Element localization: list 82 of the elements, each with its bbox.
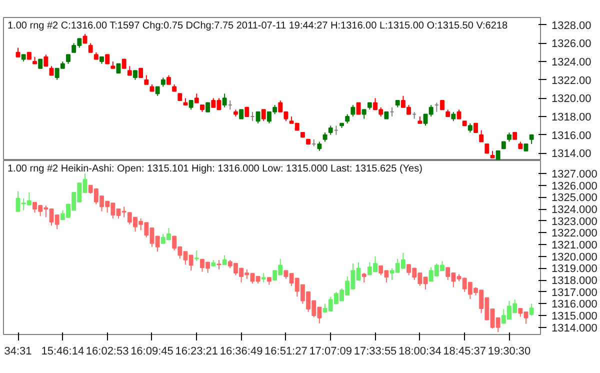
- candlestick: [239, 109, 244, 120]
- candlestick: [507, 132, 512, 142]
- y-tick-label: 1326.00: [552, 38, 592, 50]
- candlestick: [144, 74, 149, 85]
- candlestick: [451, 111, 456, 122]
- y-tick-label: 1314.000: [552, 322, 598, 334]
- x-tick-label: 17:33:55: [354, 346, 397, 358]
- candlestick: [38, 58, 43, 69]
- candlestick: [133, 70, 138, 80]
- y-tick-label: 1315.000: [552, 310, 598, 323]
- y-tick-label: 1316.00: [552, 130, 592, 142]
- x-tick-label: 18:45:37: [443, 346, 486, 358]
- chart-title: 1.00 rng #2 C:1316.00 T:1597 Chg:0.75 DChg:7.75 2011-07-11 19:44:27 H:1316.00 L:1315.00 O:1315.50 V:6218: [8, 20, 508, 32]
- x-tick-label: 16:23:21: [175, 346, 218, 358]
- candlestick: [44, 54, 48, 67]
- candlestick: [468, 122, 472, 134]
- candlestick: [222, 254, 227, 266]
- x-tick-label: 16:36:49: [220, 346, 263, 358]
- candlestick: [88, 42, 93, 53]
- y-tick-label: 1323.000: [552, 216, 598, 228]
- candlestick: [356, 102, 361, 115]
- candlestick: [16, 47, 20, 58]
- candlestick: [456, 109, 462, 120]
- y-tick-label: 1317.000: [552, 286, 598, 299]
- y-tick-label: 1325.000: [552, 192, 598, 204]
- candlestick: [194, 250, 199, 262]
- x-tick-label: 34:31: [4, 346, 32, 358]
- y-tick-label: 1318.000: [552, 275, 598, 288]
- candlestick: [216, 259, 222, 270]
- candlestick: [345, 114, 350, 124]
- y-tick-label: 1328.00: [552, 20, 592, 32]
- chart-title: 1.00 rng #2 Heikin-Ashi: Open: 1315.101 High: 1316.000 Low: 1315.000 Last: 1315.625 (Yes): [8, 164, 422, 174]
- candlestick: [49, 66, 54, 76]
- candlestick: [474, 122, 478, 134]
- x-tick-label: 16:09:45: [130, 346, 174, 358]
- y-tick-label: 1327.000: [552, 168, 598, 181]
- candlestick: [362, 109, 366, 120]
- y-tick-label: 1318.00: [552, 112, 592, 124]
- candlestick: [138, 68, 144, 78]
- x-tick-label: 16:51:27: [264, 346, 308, 358]
- candlestick: [317, 141, 322, 152]
- y-tick-label: 1320.00: [552, 93, 592, 106]
- candlestick: [116, 63, 121, 74]
- candlestick: [479, 130, 484, 142]
- y-tick-label: 1324.000: [552, 204, 598, 216]
- candlestick: [244, 106, 250, 117]
- y-tick-label: 1314.00: [552, 148, 592, 160]
- candlestick: [261, 272, 266, 283]
- candlestick: [66, 54, 70, 64]
- candlestick: [322, 132, 328, 142]
- candlestick: [256, 111, 260, 124]
- candlestick: [484, 144, 490, 154]
- candlestick: [194, 93, 199, 104]
- y-tick-label: 1324.00: [552, 56, 592, 68]
- candlestick: [350, 104, 356, 117]
- candlestick: [328, 125, 333, 136]
- y-tick-label: 1319.000: [552, 263, 598, 276]
- y-tick-label: 1322.000: [552, 228, 598, 240]
- x-tick-label: 19:30:30: [488, 346, 531, 358]
- candlestick: [529, 303, 534, 316]
- candlestick: [166, 74, 171, 85]
- candlestick: [261, 109, 266, 122]
- candlestick: [160, 77, 166, 88]
- y-tick-label: 1320.000: [552, 251, 598, 264]
- candlestick: [105, 54, 110, 64]
- candlestick: [122, 58, 126, 69]
- candlestick: [222, 93, 227, 108]
- candlestick: [206, 102, 210, 112]
- x-tick-label: 16:02:53: [86, 346, 129, 358]
- y-tick-label: 1322.00: [552, 74, 592, 87]
- x-tick-label: 15:46:14: [41, 346, 84, 358]
- y-tick-label: 1316.000: [552, 298, 598, 311]
- x-tick-label: 17:07:09: [309, 346, 352, 358]
- candlestick: [362, 272, 366, 283]
- candlestick: [127, 66, 132, 76]
- candlestick: [155, 86, 160, 96]
- y-tick-label: 1326.000: [552, 180, 598, 192]
- candlestick: [440, 100, 444, 110]
- y-tick-label: 1321.000: [552, 240, 598, 252]
- candlestick: [529, 134, 534, 144]
- candlestick: [188, 100, 194, 110]
- x-tick-label: 18:00:34: [398, 346, 442, 358]
